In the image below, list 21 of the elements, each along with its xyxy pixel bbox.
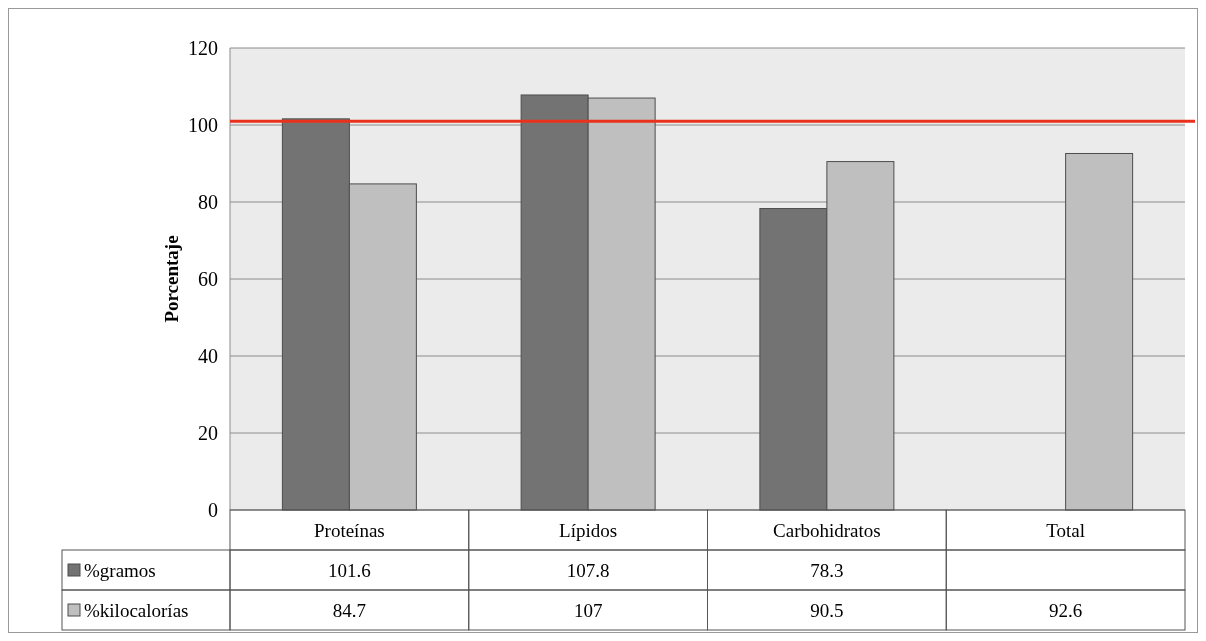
data-label: 90.5: [810, 599, 844, 621]
x-tick-label: Proteínas: [314, 519, 385, 541]
data-label: 84.7: [332, 599, 366, 621]
y-tick-label: 120: [188, 37, 218, 59]
y-tick-label: 80: [198, 191, 218, 213]
y-tick-label: 60: [198, 268, 218, 290]
y-tick-label: 100: [188, 114, 218, 136]
x-tick-label: Lípidos: [559, 519, 618, 541]
data-label: 101.6: [328, 559, 371, 581]
y-tick-label: 20: [198, 422, 218, 444]
data-label: 78.3: [810, 559, 844, 581]
data-label: 107: [573, 599, 603, 621]
x-tick-label: Total: [1046, 519, 1086, 541]
y-tick-label: 40: [198, 345, 218, 367]
x-tick-label: Carbohidratos: [773, 519, 881, 541]
y-axis-title: Porcentaje: [161, 235, 182, 323]
data-label: 92.6: [1049, 599, 1083, 621]
legend-label: %gramos: [84, 559, 156, 581]
data-label: 107.8: [566, 559, 610, 581]
y-tick-label: 0: [208, 499, 218, 521]
legend-label: %kilocalorías: [84, 599, 189, 621]
